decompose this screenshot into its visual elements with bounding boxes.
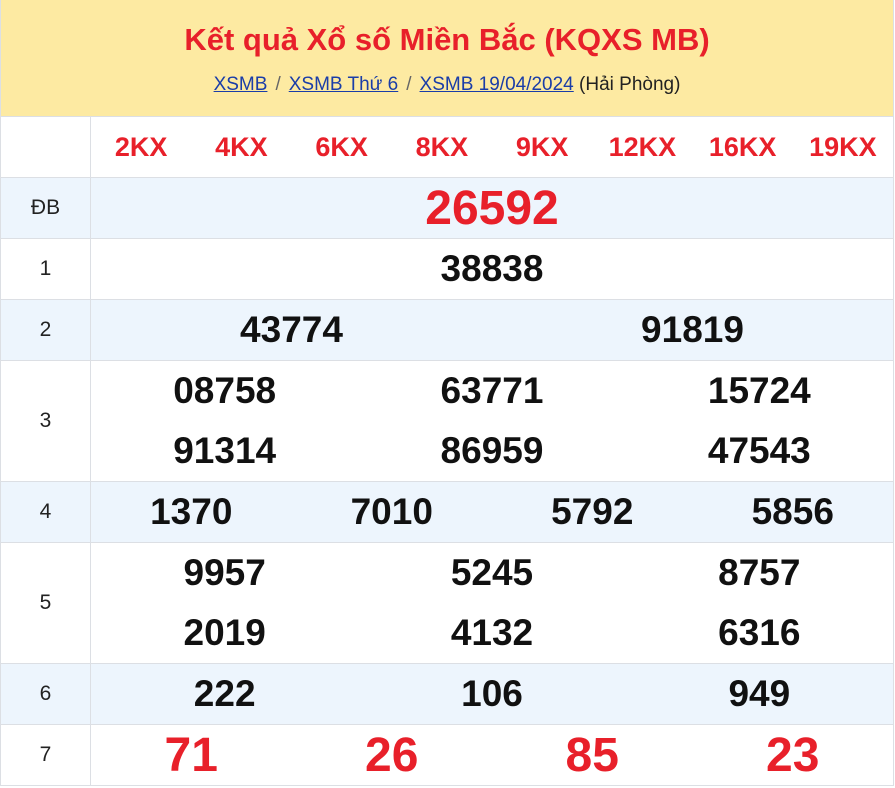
prize-number: 106 xyxy=(461,673,523,714)
prize-row: 2 43774 91819 xyxy=(1,299,893,360)
code-cell: 6KX xyxy=(315,131,368,162)
prize-number: 86959 xyxy=(440,430,544,471)
breadcrumb-separator: / xyxy=(406,74,412,95)
prize-number: 7010 xyxy=(350,491,433,532)
prize-number: 4132 xyxy=(450,612,534,653)
prize-label: 4 xyxy=(1,482,91,542)
breadcrumb-xsmb-thu-6[interactable]: XSMB Thứ 6 xyxy=(288,74,399,95)
prize-number: 5856 xyxy=(751,491,834,532)
code-cell: 12KX xyxy=(608,131,677,162)
prize-number: 71 xyxy=(164,728,218,782)
row-label xyxy=(1,117,91,177)
prize-number: 5245 xyxy=(450,552,534,593)
page-title: Kết quả Xổ số Miền Bắc (KQXS MB) xyxy=(184,22,710,57)
code-cell: 4KX xyxy=(215,131,268,162)
prize-number: 2019 xyxy=(183,612,266,653)
prize-row: ĐB 26592 xyxy=(1,177,893,238)
prize-label: 6 xyxy=(1,664,91,724)
prize-number: 91314 xyxy=(173,430,277,471)
prize-number: 47543 xyxy=(707,430,811,471)
prize-number: 43774 xyxy=(240,309,343,350)
prize-number: 8757 xyxy=(718,552,801,593)
prize-row: 5 9957 5245 8757 2019 4132 6316 xyxy=(1,542,893,663)
breadcrumb-separator: / xyxy=(275,74,281,95)
code-cell: 16KX xyxy=(708,131,777,162)
prize-row: 4 1370 7010 5792 5856 xyxy=(1,481,893,542)
prize-number: 222 xyxy=(193,673,256,714)
code-cell: 9KX xyxy=(515,131,569,162)
prize-number: 91819 xyxy=(641,309,744,350)
breadcrumb-xsmb[interactable]: XSMB xyxy=(213,74,268,95)
prize-number: 1370 xyxy=(150,491,233,532)
prize-number: 949 xyxy=(728,673,791,714)
prize-label: 7 xyxy=(1,725,91,785)
prize-row: 3 08758 63771 15724 91314 86959 47543 xyxy=(1,360,893,481)
prize-label: 1 xyxy=(1,239,91,299)
breadcrumb-xsmb-date[interactable]: XSMB 19/04/2024 xyxy=(419,74,574,95)
prize-number: 63771 xyxy=(440,370,544,411)
header: Kết quả Xổ số Miền Bắc (KQXS MB) XSMB / XS… xyxy=(1,0,893,116)
prize-number: 08758 xyxy=(173,370,277,411)
province: (Hải Phòng) xyxy=(579,74,681,95)
breadcrumb: XSMB / XSMB Thứ 6 / XSMB 19/04/2024 (Hải Phò… xyxy=(1,74,893,96)
code-cell: 2KX xyxy=(114,131,168,162)
prize-number: 9957 xyxy=(183,552,266,593)
code-cell: 8KX xyxy=(415,131,469,162)
prize-number: 38838 xyxy=(440,248,544,289)
prize-row: 6 222 106 949 xyxy=(1,663,893,724)
prize-number: 26 xyxy=(365,728,419,782)
prize-number: 5792 xyxy=(551,491,634,532)
prize-number: 6316 xyxy=(718,612,801,653)
prize-label: 2 xyxy=(1,300,91,360)
prize-row: 7 71 26 85 23 xyxy=(1,724,893,785)
prize-label: 3 xyxy=(1,361,91,481)
prize-label: ĐB xyxy=(1,178,91,238)
prize-row: 1 38838 xyxy=(1,238,893,299)
code-cell: 19KX xyxy=(809,131,877,162)
codes-row: 2KX 4KX 6KX 8KX 9KX 12KX 16KX 19KX xyxy=(1,116,893,177)
prize-number: 15724 xyxy=(707,370,811,411)
prize-number: 85 xyxy=(565,728,619,782)
prize-number: 23 xyxy=(766,728,820,782)
prize-number: 26592 xyxy=(425,181,559,235)
prize-label: 5 xyxy=(1,543,91,663)
